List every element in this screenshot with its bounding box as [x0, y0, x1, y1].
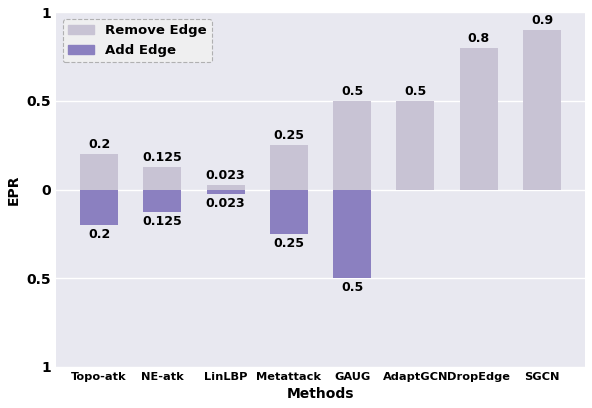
Text: 0.023: 0.023 — [206, 197, 246, 210]
Bar — [207, 186, 244, 190]
Text: 0.2: 0.2 — [88, 228, 110, 241]
Legend: Remove Edge, Add Edge: Remove Edge, Add Edge — [63, 19, 212, 62]
Text: 0.8: 0.8 — [468, 32, 490, 45]
Bar — [143, 190, 181, 212]
Bar — [397, 101, 435, 190]
Text: 0.25: 0.25 — [274, 129, 304, 142]
Bar — [80, 190, 118, 225]
Bar — [207, 190, 244, 194]
Text: 0.5: 0.5 — [404, 85, 427, 98]
Bar — [143, 167, 181, 190]
Y-axis label: EPR: EPR — [7, 174, 21, 205]
Bar — [270, 145, 308, 190]
Bar — [523, 30, 561, 190]
Bar — [333, 101, 371, 190]
Text: 0.125: 0.125 — [143, 215, 182, 228]
X-axis label: Methods: Methods — [287, 387, 354, 401]
Text: 0.2: 0.2 — [88, 138, 110, 151]
Text: 0.5: 0.5 — [341, 85, 363, 98]
Text: 0.25: 0.25 — [274, 237, 304, 250]
Bar — [80, 154, 118, 190]
Bar — [333, 190, 371, 278]
Bar — [270, 190, 308, 234]
Text: 0.5: 0.5 — [341, 281, 363, 294]
Text: 0.023: 0.023 — [206, 169, 246, 182]
Text: 0.9: 0.9 — [531, 14, 553, 27]
Text: 0.125: 0.125 — [143, 151, 182, 164]
Bar — [460, 48, 498, 190]
